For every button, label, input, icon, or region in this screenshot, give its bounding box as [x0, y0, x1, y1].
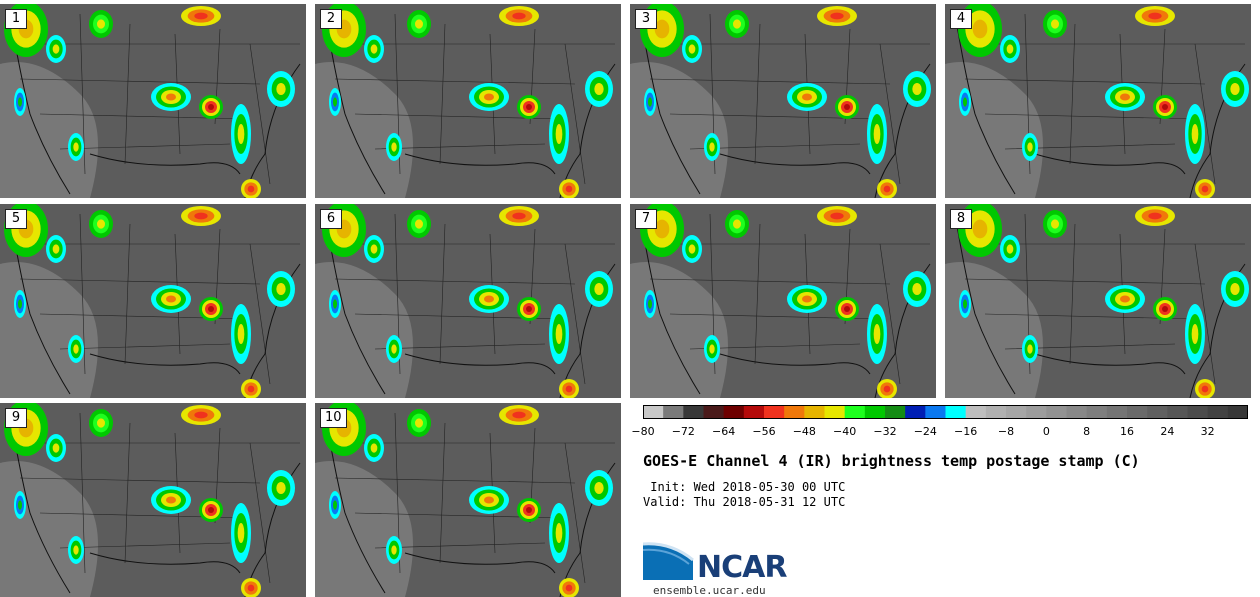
- colorbar-swatch: [1086, 405, 1108, 419]
- colorbar-swatch: [1006, 405, 1027, 419]
- colorbar-swatch: [1046, 405, 1067, 419]
- plot-title: GOES-E Channel 4 (IR) brightness temp po…: [643, 452, 1140, 470]
- panel-number: 3: [635, 9, 657, 29]
- ir-map: [630, 204, 936, 398]
- map-panel: 2: [315, 4, 621, 198]
- ncar-logo-icon: [643, 542, 694, 580]
- colorbar-tick-label: 8: [1083, 425, 1091, 438]
- colorbar-swatch: [784, 405, 805, 419]
- panel-number: 8: [950, 209, 972, 229]
- colorbar-swatch: [723, 405, 745, 419]
- colorbar-swatch: [1167, 405, 1188, 419]
- valid-time: Valid: Thu 2018-05-31 12 UTC: [643, 495, 846, 509]
- colorbar-swatch: [804, 405, 825, 419]
- ir-map: [315, 403, 621, 597]
- colorbar-swatch: [1026, 405, 1047, 419]
- colorbar-tick-label: −8: [997, 425, 1015, 438]
- colorbar-swatch: [1207, 405, 1229, 419]
- colorbar-swatch: [864, 405, 886, 419]
- colorbar-swatch: [945, 405, 967, 419]
- colorbar-swatch: [1147, 405, 1168, 419]
- colorbar-tick-label: −48: [792, 425, 816, 438]
- colorbar-swatch: [743, 405, 765, 419]
- colorbar-tick-label: 24: [1160, 425, 1175, 438]
- colorbar-tick-label: −24: [913, 425, 937, 438]
- map-panel: 7: [630, 204, 936, 398]
- colorbar-tick-label: 16: [1120, 425, 1134, 438]
- ir-map: [945, 204, 1251, 398]
- panel-number: 1: [5, 9, 27, 29]
- ncar-logo-text: NCAR: [697, 550, 787, 585]
- colorbar-swatch: [663, 405, 684, 419]
- colorbar-swatch: [1106, 405, 1128, 419]
- colorbar-swatch: [824, 405, 846, 419]
- colorbar-swatch: [985, 405, 1007, 419]
- colorbar-swatch: [885, 405, 906, 419]
- colorbar-swatch: [1187, 405, 1209, 419]
- colorbar-tick-label: −32: [873, 425, 897, 438]
- map-panel: 3: [630, 4, 936, 198]
- map-panel: 6: [315, 204, 621, 398]
- colorbar-swatch: [965, 405, 987, 419]
- map-panel: 4: [945, 4, 1251, 198]
- panel-number: 2: [320, 9, 342, 29]
- colorbar-tick-label: −40: [833, 425, 857, 438]
- site-url: ensemble.ucar.edu: [653, 584, 766, 597]
- panel-number: 9: [5, 408, 27, 428]
- ir-map: [945, 4, 1251, 198]
- panel-number: 4: [950, 9, 972, 29]
- colorbar-tick-label: −16: [954, 425, 978, 438]
- colorbar-swatch: [643, 405, 664, 419]
- colorbar-swatch: [683, 405, 704, 419]
- colorbar-tick-label: −56: [752, 425, 776, 438]
- map-panel: 9: [0, 403, 306, 597]
- ir-map: [0, 204, 306, 398]
- panel-number: 7: [635, 209, 657, 229]
- colorbar-tick-label: 0: [1042, 425, 1050, 438]
- ir-map: [315, 4, 621, 198]
- colorbar-swatch: [764, 405, 785, 419]
- colorbar-swatch: [844, 405, 866, 419]
- ir-map: [630, 4, 936, 198]
- map-panel: 5: [0, 204, 306, 398]
- colorbar: [643, 405, 1248, 419]
- colorbar-tick-label: 32: [1200, 425, 1215, 438]
- colorbar-swatch: [905, 405, 926, 419]
- map-panel: 1: [0, 4, 306, 198]
- map-panel: 10: [315, 403, 621, 597]
- ir-map: [0, 403, 306, 597]
- ir-map: [0, 4, 306, 198]
- colorbar-tick-label: −80: [631, 425, 655, 438]
- colorbar-swatch: [1066, 405, 1088, 419]
- colorbar-tick-label: −72: [671, 425, 695, 438]
- colorbar-swatch: [703, 405, 725, 419]
- colorbar-tick-label: −64: [712, 425, 736, 438]
- init-time: Init: Wed 2018-05-30 00 UTC: [643, 480, 846, 494]
- panel-number: 6: [320, 209, 342, 229]
- colorbar-swatch: [1127, 405, 1148, 419]
- map-panel: 8: [945, 204, 1251, 398]
- panel-number: 10: [320, 408, 347, 428]
- ir-map: [315, 204, 621, 398]
- panel-number: 5: [5, 209, 27, 229]
- colorbar-swatch: [1227, 405, 1248, 419]
- colorbar-swatch: [925, 405, 946, 419]
